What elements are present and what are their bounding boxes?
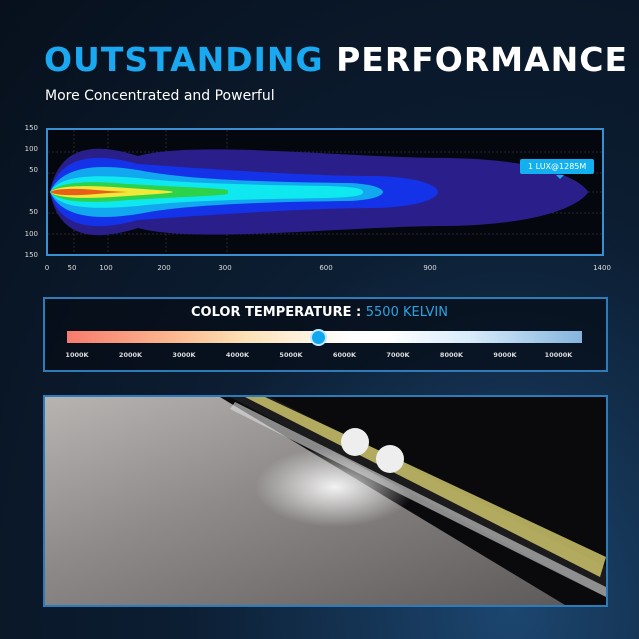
lux-callout: 1 LUX@1285M	[520, 159, 595, 179]
subtitle: More Concentrated and Powerful	[45, 88, 275, 104]
temperature-tick-label: 10000K	[544, 351, 573, 359]
temp-label: COLOR TEMPERATURE :	[191, 305, 362, 320]
temperature-tick-label: 4000K	[225, 351, 250, 359]
color-temperature-title: COLOR TEMPERATURE : 5500 KELVIN	[0, 305, 639, 320]
beam-zone-orange	[50, 188, 128, 196]
y-tick-label: 100	[24, 145, 38, 153]
y-tick-label: 50	[29, 166, 38, 174]
beam-plot	[48, 130, 602, 254]
y-tick-label: 100	[24, 230, 38, 238]
title-rest: PERFORMANCE	[336, 40, 629, 79]
beam-pattern-chart	[46, 128, 604, 256]
x-tick-label: 100	[99, 264, 113, 272]
temperature-tick-label: 5000K	[279, 351, 303, 359]
page-title: OUTSTANDING PERFORMANCE	[44, 40, 628, 79]
temperature-tick-label: 6000K	[332, 351, 357, 359]
temperature-tick-label: 7000K	[386, 351, 410, 359]
temperature-tick-label: 9000K	[493, 351, 517, 359]
temp-value: 5500 KELVIN	[365, 305, 448, 320]
x-tick-label: 600	[319, 264, 333, 272]
y-tick-label: 150	[24, 251, 38, 259]
light-bar-photo	[43, 395, 608, 607]
temperature-tick-label: 1000K	[65, 351, 89, 359]
light-bar-illustration	[220, 397, 606, 605]
x-tick-label: 900	[423, 264, 437, 272]
y-tick-label: 150	[24, 124, 38, 132]
temperature-tick-label: 8000K	[439, 351, 464, 359]
temperature-marker	[309, 329, 327, 346]
x-tick-label: 1400	[593, 264, 611, 272]
temperature-tick-label: 3000K	[172, 351, 196, 359]
x-tick-label: 0	[44, 264, 50, 272]
x-tick-label: 200	[157, 264, 171, 272]
x-tick-label: 50	[67, 264, 77, 272]
x-tick-label: 300	[218, 264, 232, 272]
temperature-tick-label: 2000K	[118, 351, 143, 359]
title-accent: OUTSTANDING	[44, 40, 324, 79]
y-tick-label: 50	[29, 208, 38, 216]
